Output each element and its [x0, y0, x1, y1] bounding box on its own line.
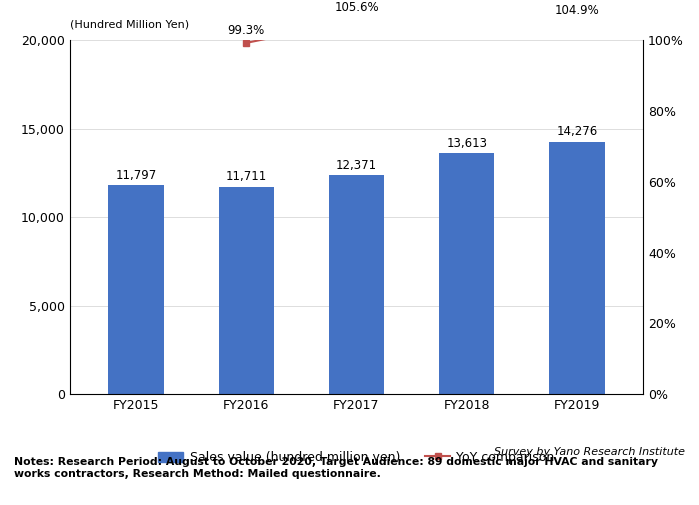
Text: 99.3%: 99.3% [228, 24, 265, 37]
Bar [549, 141, 605, 394]
Text: 12,371: 12,371 [336, 159, 377, 172]
Bar [329, 175, 384, 394]
Text: 11,711: 11,711 [226, 170, 267, 183]
Text: Notes: Research Period: August to October 2020, Target Audience: 89 domestic maj: Notes: Research Period: August to Octobe… [14, 457, 658, 479]
Text: 104.9%: 104.9% [554, 4, 599, 17]
Bar [439, 154, 494, 394]
Bar [219, 187, 274, 394]
Text: Survey by Yano Research Institute: Survey by Yano Research Institute [494, 447, 685, 457]
Text: 14,276: 14,276 [556, 125, 598, 138]
Bar [108, 185, 164, 394]
Legend: Sales value (hundred million yen), YoY comparison: Sales value (hundred million yen), YoY c… [153, 446, 560, 469]
Text: 11,797: 11,797 [115, 169, 157, 182]
Text: (Hundred Million Yen): (Hundred Million Yen) [70, 20, 189, 30]
Text: 105.6%: 105.6% [334, 2, 379, 15]
Text: 13,613: 13,613 [446, 137, 487, 150]
